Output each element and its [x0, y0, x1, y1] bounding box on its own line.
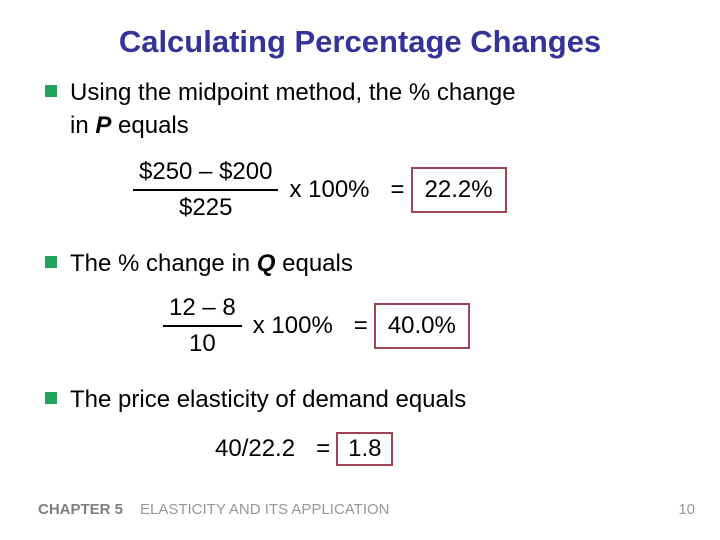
formula-1-multiplier: x 100%: [289, 176, 370, 203]
bullet-2-suffix: equals: [275, 250, 353, 277]
bullet-item-quantity-change: The % change in Q equals: [45, 247, 353, 280]
formula-3-expression: 40/22.2: [215, 435, 296, 462]
footer-chapter-title: ELASTICITY AND ITS APPLICATION: [140, 501, 390, 518]
formula-1-equals-sign: =: [390, 176, 405, 203]
formula-3-result-box: 1.8: [336, 432, 394, 466]
footer-page-number: 10: [678, 501, 695, 518]
bullet-1-line2-suffix: equals: [111, 112, 189, 139]
footer-chapter-label: CHAPTER 5: [38, 501, 124, 518]
formula-2-equals-sign: =: [353, 312, 368, 339]
bullet-square-icon: [45, 256, 57, 268]
formula-2-fraction: 12 – 8 10: [163, 294, 242, 358]
formula-elasticity-result: 40/22.2 = 1.8: [215, 432, 394, 466]
slide-footer: CHAPTER 5 ELASTICITY AND ITS APPLICATION…: [0, 501, 720, 525]
bullet-square-icon: [45, 392, 57, 404]
bullet-item-price-elasticity: The price elasticity of demand equals: [45, 383, 466, 416]
formula-2-numerator: 12 – 8: [163, 294, 242, 327]
bullet-3-text: The price elasticity of demand equals: [70, 386, 467, 413]
formula-3-equals-sign: =: [316, 435, 331, 462]
bullet-2-prefix: The % change in: [70, 250, 257, 277]
bullet-square-icon: [45, 85, 57, 97]
formula-quantity-pct-change: 12 – 8 10 x 100% = 40.0%: [163, 294, 470, 358]
bullet-1-variable-p: P: [95, 112, 112, 139]
bullet-1-line2-prefix: in: [70, 112, 96, 139]
formula-1-fraction: $250 – $200 $225: [133, 158, 279, 222]
formula-2-result-box: 40.0%: [373, 303, 470, 349]
formula-1-denominator: $225: [179, 194, 233, 221]
bullet-1-text: Using the midpoint method, the % change …: [70, 76, 516, 142]
bullet-item-midpoint-method: Using the midpoint method, the % change …: [45, 76, 516, 142]
bullet-1-line1: Using the midpoint method, the % change: [70, 79, 516, 106]
formula-2-multiplier: x 100%: [252, 312, 333, 339]
formula-1-numerator: $250 – $200: [133, 158, 279, 191]
bullet-2-text: The % change in Q equals: [70, 247, 353, 280]
formula-2-denominator: 10: [189, 330, 216, 357]
formula-1-result-box: 22.2%: [410, 167, 507, 213]
formula-price-pct-change: $250 – $200 $225 x 100% = 22.2%: [133, 158, 507, 222]
slide-title: Calculating Percentage Changes: [118, 24, 602, 59]
bullet-2-variable-q: Q: [256, 250, 276, 277]
